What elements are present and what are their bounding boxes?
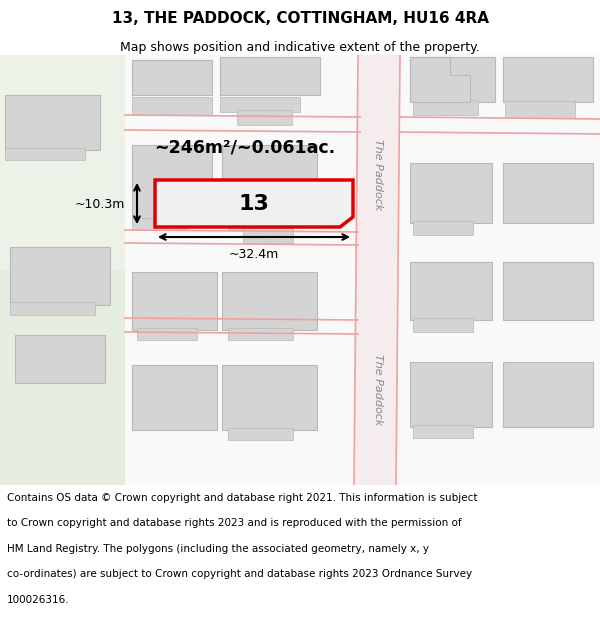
Text: ~246m²/~0.061ac.: ~246m²/~0.061ac.: [154, 139, 335, 157]
Bar: [132, 97, 212, 115]
Bar: [222, 145, 317, 220]
Bar: [220, 97, 300, 112]
Bar: [413, 425, 473, 438]
Bar: [228, 218, 293, 230]
Bar: [5, 148, 85, 160]
Bar: [503, 262, 593, 320]
Bar: [505, 101, 575, 118]
Bar: [410, 57, 495, 102]
Bar: [503, 163, 593, 223]
Text: Contains OS data © Crown copyright and database right 2021. This information is : Contains OS data © Crown copyright and d…: [7, 492, 478, 502]
Bar: [132, 218, 187, 230]
Bar: [413, 318, 473, 332]
Bar: [222, 272, 317, 330]
Bar: [228, 428, 293, 440]
Text: The Paddock: The Paddock: [373, 354, 383, 426]
Bar: [0, 55, 125, 485]
Polygon shape: [410, 57, 470, 102]
Text: 13: 13: [239, 194, 269, 214]
Bar: [410, 362, 492, 427]
Bar: [5, 95, 100, 150]
Bar: [132, 272, 217, 330]
Polygon shape: [155, 180, 353, 227]
Bar: [413, 100, 478, 115]
Bar: [0, 55, 125, 270]
Bar: [137, 328, 197, 340]
Bar: [413, 221, 473, 235]
Bar: [503, 362, 593, 427]
Text: 13, THE PADDOCK, COTTINGHAM, HU16 4RA: 13, THE PADDOCK, COTTINGHAM, HU16 4RA: [112, 11, 488, 26]
Bar: [220, 57, 320, 95]
Bar: [410, 163, 492, 223]
Text: Map shows position and indicative extent of the property.: Map shows position and indicative extent…: [120, 41, 480, 54]
Bar: [125, 55, 600, 485]
Text: ~32.4m: ~32.4m: [229, 248, 279, 261]
Text: ~10.3m: ~10.3m: [74, 198, 125, 211]
Bar: [132, 60, 212, 95]
Text: to Crown copyright and database rights 2023 and is reproduced with the permissio: to Crown copyright and database rights 2…: [7, 518, 462, 528]
Bar: [222, 365, 317, 430]
Bar: [15, 335, 105, 383]
Polygon shape: [354, 55, 400, 485]
Text: The Paddock: The Paddock: [373, 139, 383, 211]
Bar: [503, 57, 593, 102]
Bar: [410, 262, 492, 320]
Bar: [237, 110, 292, 125]
Bar: [243, 228, 293, 243]
Text: HM Land Registry. The polygons (including the associated geometry, namely x, y: HM Land Registry. The polygons (includin…: [7, 544, 429, 554]
Bar: [10, 302, 95, 315]
Bar: [10, 247, 110, 305]
Bar: [228, 328, 293, 340]
Bar: [132, 365, 217, 430]
Text: co-ordinates) are subject to Crown copyright and database rights 2023 Ordnance S: co-ordinates) are subject to Crown copyr…: [7, 569, 472, 579]
Text: 100026316.: 100026316.: [7, 594, 70, 604]
Bar: [132, 145, 212, 220]
